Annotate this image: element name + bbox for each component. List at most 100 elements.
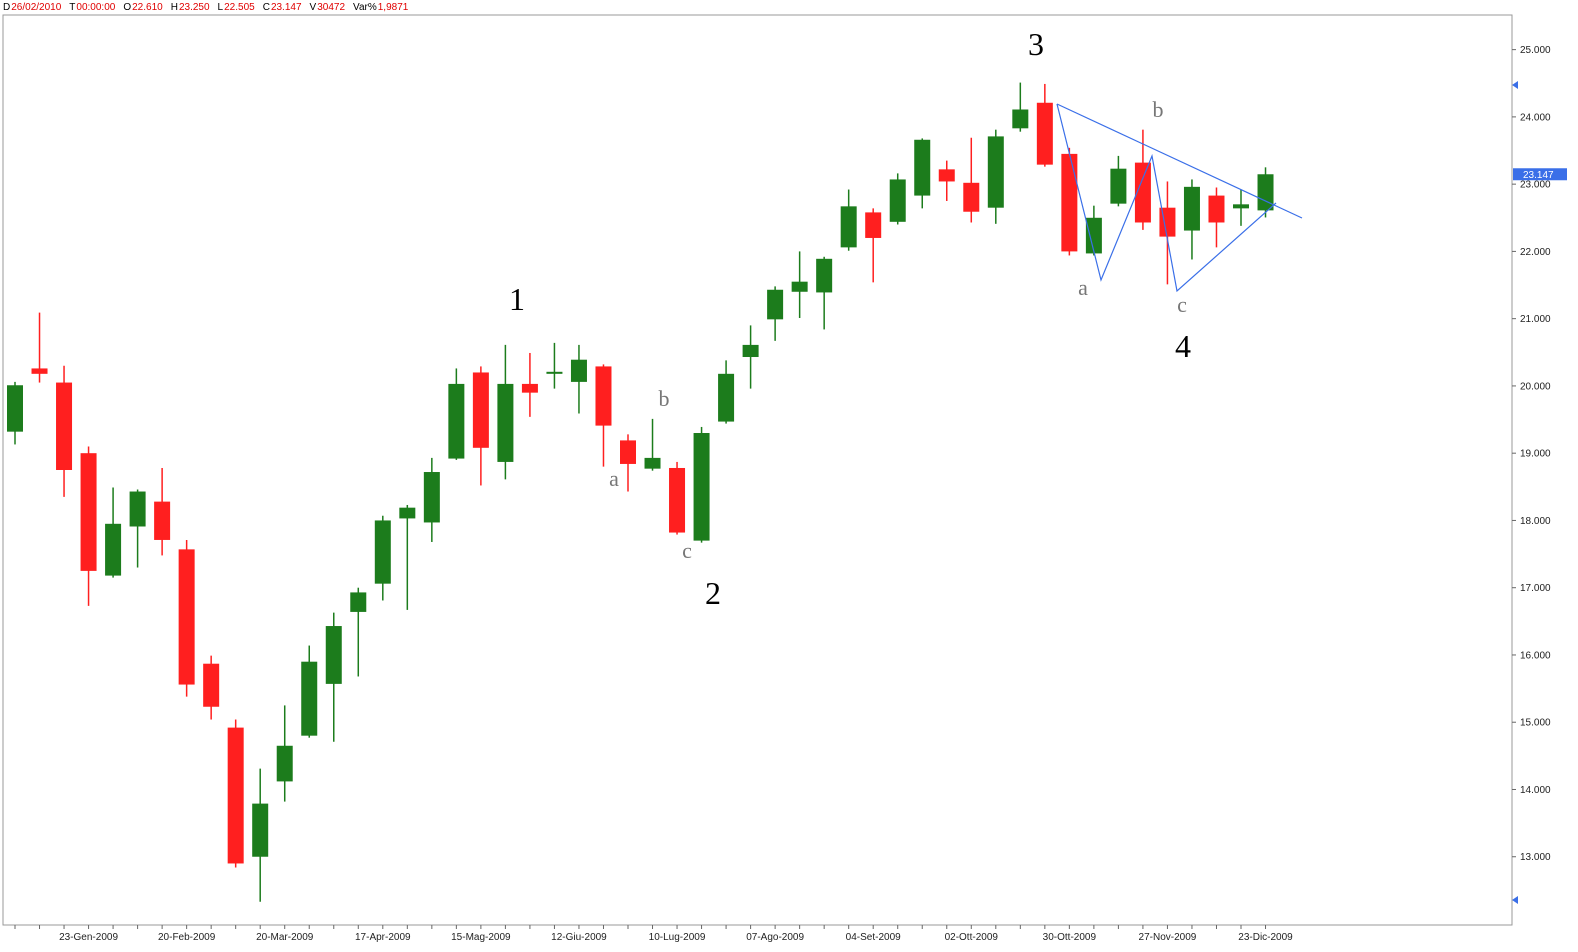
x-tick-label: 20-Feb-2009 (158, 932, 216, 943)
candle-body (1208, 195, 1225, 223)
candle-body (570, 359, 587, 382)
candle-body (693, 433, 710, 541)
candle-body (644, 457, 661, 469)
candle-body (767, 289, 784, 320)
wave-label: b (659, 386, 670, 411)
header-label: O (123, 2, 131, 13)
header-label: H (171, 2, 178, 13)
candle-body (1110, 168, 1127, 204)
candle-body (1012, 109, 1029, 129)
wave-label: b (1153, 97, 1164, 122)
header-label: T (69, 2, 75, 13)
header-label: D (3, 2, 10, 13)
candle-body (423, 472, 440, 523)
candle-body (178, 549, 195, 685)
wave-label: 3 (1028, 26, 1044, 62)
y-tick-label: 24.000 (1520, 112, 1551, 123)
header-value: 23.250 (179, 2, 210, 13)
y-tick-label: 20.000 (1520, 381, 1551, 392)
wave-label: 4 (1175, 328, 1191, 364)
y-tick-label: 21.000 (1520, 314, 1551, 325)
price-tag-label: 23.147 (1523, 170, 1554, 181)
candle-body (31, 368, 48, 374)
candle-body (718, 373, 735, 422)
wave-label: a (609, 466, 619, 491)
candle-body (252, 803, 269, 857)
x-tick-label: 23-Dic-2009 (1238, 932, 1293, 943)
header-value: 00:00:00 (76, 2, 115, 13)
candle-body (1233, 204, 1249, 209)
candle-body (399, 507, 416, 519)
header-value: 30472 (317, 2, 345, 13)
x-tick-label: 20-Mar-2009 (256, 932, 314, 943)
candle-body (963, 182, 980, 212)
x-tick-label: 02-Ott-2009 (945, 932, 999, 943)
wave-line (1056, 103, 1277, 293)
candle-body (80, 453, 97, 571)
axis-arrow (1512, 81, 1518, 89)
plot-area (2, 14, 1513, 926)
candle-body (472, 372, 489, 448)
y-tick-label: 14.000 (1520, 785, 1551, 796)
header-label: Var% (353, 2, 377, 13)
y-tick-label: 15.000 (1520, 718, 1551, 729)
wave-label: 1 (509, 281, 525, 317)
x-tick-label: 10-Lug-2009 (649, 932, 706, 943)
wave-label: a (1078, 275, 1088, 300)
y-tick-label: 19.000 (1520, 449, 1551, 460)
candle-body (497, 383, 514, 462)
y-tick-label: 13.000 (1520, 852, 1551, 863)
candle-body (1036, 102, 1053, 165)
header-label: C (263, 2, 270, 13)
header-value: 26/02/2010 (11, 2, 61, 13)
x-tick-label: 27-Nov-2009 (1139, 932, 1197, 943)
y-tick-label: 16.000 (1520, 650, 1551, 661)
candle-body (129, 491, 146, 527)
y-tick-label: 25.000 (1520, 45, 1551, 56)
header-label: L (218, 2, 224, 13)
candle-body (865, 212, 882, 238)
x-tick-label: 17-Apr-2009 (355, 932, 411, 943)
candle-body (448, 383, 465, 459)
candle-body (301, 661, 318, 736)
candle-body (914, 139, 931, 196)
header-label: V (310, 2, 317, 13)
candle-body (742, 344, 759, 358)
price-tag (1513, 168, 1567, 181)
candle-body (350, 592, 367, 612)
candle-body (889, 179, 906, 222)
candle-body (276, 745, 293, 782)
x-tick-label: 12-Giu-2009 (551, 932, 607, 943)
header-value: 22.610 (132, 2, 163, 13)
wave-label: c (682, 538, 692, 563)
y-tick-label: 22.000 (1520, 247, 1551, 258)
x-tick-label: 30-Ott-2009 (1043, 932, 1097, 943)
candle-body (791, 281, 808, 292)
candle-body (840, 206, 857, 248)
candle-body (325, 626, 342, 684)
header-value: 22.505 (224, 2, 255, 13)
candle-body (1085, 217, 1102, 254)
candle-body (1061, 153, 1078, 252)
x-tick-label: 23-Gen-2009 (59, 932, 118, 943)
candle-body (154, 501, 171, 540)
header-value: 1,9871 (378, 2, 409, 13)
header-value: 23.147 (271, 2, 302, 13)
candle-body (938, 169, 955, 182)
candle-body (816, 258, 833, 293)
candle-body (227, 727, 244, 864)
y-tick-label: 18.000 (1520, 516, 1551, 527)
x-tick-label: 04-Set-2009 (846, 932, 901, 943)
wave-label: c (1177, 292, 1187, 317)
trend-line (1056, 103, 1303, 219)
candle-body (595, 366, 612, 426)
candle-body (521, 383, 538, 393)
candle-body (987, 136, 1004, 208)
candle-body (374, 520, 391, 584)
candle-body (7, 385, 23, 432)
x-tick-label: 07-Ago-2009 (746, 932, 804, 943)
candle-body (105, 523, 122, 576)
candle-body (203, 663, 220, 707)
candle-body (669, 467, 686, 533)
